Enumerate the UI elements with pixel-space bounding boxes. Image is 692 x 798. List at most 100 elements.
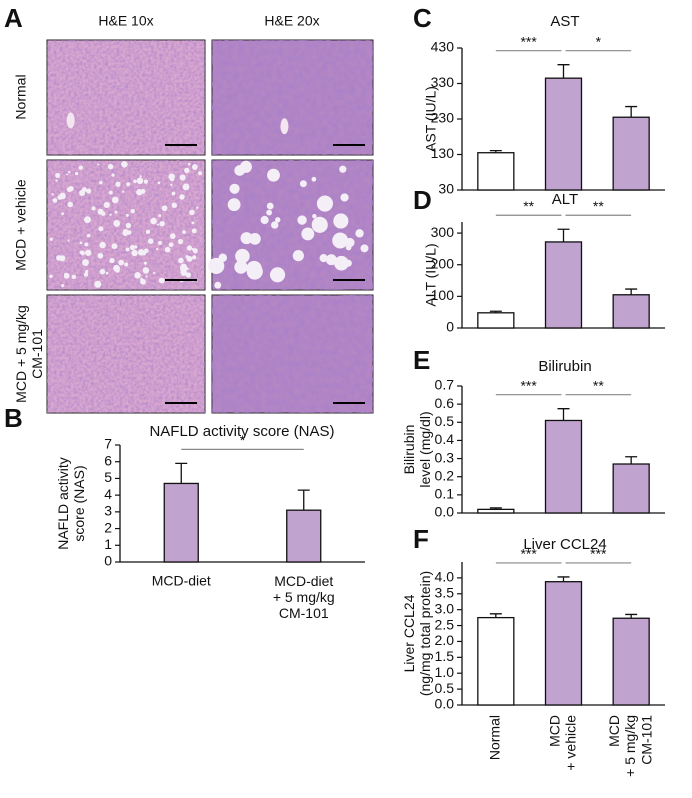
fat-vacuole: [218, 253, 228, 262]
fat-vacuole: [109, 213, 112, 216]
fat-vacuole: [63, 272, 70, 279]
bar: [612, 463, 650, 514]
fat-vacuole: [85, 249, 92, 256]
bar: [477, 312, 515, 329]
fat-vacuole: [229, 183, 240, 194]
fat-vacuole: [61, 212, 65, 216]
y-axis-label: Liver CCL24(ng/mg total protein): [401, 571, 433, 696]
panel-letter: B: [4, 403, 23, 433]
fat-vacuole: [271, 221, 279, 229]
fat-vacuole: [156, 248, 159, 251]
fat-vacuole: [99, 180, 103, 185]
fat-vacuole: [196, 206, 199, 209]
fat-vacuole: [129, 244, 136, 251]
y-tick-label: 5: [104, 469, 112, 485]
fat-vacuole: [99, 268, 106, 275]
y-axis-label: NAFLD activityscore (NAS): [55, 457, 87, 550]
fat-vacuole: [227, 198, 241, 212]
fat-vacuole: [66, 173, 69, 176]
fat-vacuole: [158, 214, 162, 218]
fat-vacuole: [83, 272, 89, 277]
x-tick-label: MCD-diet + 5 mg/kg CM-101: [273, 573, 335, 621]
error-bar: [175, 462, 188, 484]
y-tick-label: 330: [431, 74, 455, 90]
fat-vacuole: [355, 229, 364, 238]
fat-vacuole: [61, 283, 65, 288]
panel-letter: C: [413, 3, 432, 33]
y-tick-label: 0: [446, 319, 454, 335]
fat-vacuole: [185, 267, 189, 271]
fat-vacuole: [79, 250, 84, 254]
fat-vacuole: [134, 271, 141, 279]
x-tick-label: Normal: [487, 715, 503, 760]
column-title: H&E 10x: [98, 13, 153, 29]
error-bar: [625, 105, 638, 118]
fat-vacuole: [187, 162, 191, 166]
panel-letter: D: [413, 185, 432, 215]
fat-vacuole: [122, 230, 129, 237]
y-tick-label: 0.4: [435, 431, 455, 447]
fat-vacuole: [292, 250, 304, 262]
y-tick-label: 0.0: [435, 504, 455, 520]
y-tick-label: 6: [104, 452, 112, 468]
y-tick-label: 0: [104, 553, 112, 569]
fat-vacuole: [297, 215, 307, 225]
fat-vacuole: [143, 248, 149, 254]
fat-vacuole: [171, 191, 176, 196]
fat-vacuole: [299, 180, 307, 188]
y-tick-label: 3.0: [435, 600, 455, 616]
fat-vacuole: [178, 257, 184, 264]
y-tick-label: 1.0: [435, 664, 455, 680]
error-bar: [557, 64, 570, 79]
fat-vacuole: [55, 172, 61, 178]
bar: [477, 152, 515, 191]
fat-vacuole: [99, 241, 106, 249]
fat-vacuole: [145, 275, 148, 278]
fat-vacuole: [260, 215, 269, 225]
bar: [544, 77, 583, 191]
fat-vacuole: [140, 188, 146, 194]
y-tick-label: 3: [104, 503, 112, 519]
fat-vacuole: [94, 280, 102, 288]
fat-vacuole: [339, 165, 347, 173]
error-bar: [625, 456, 638, 465]
fat-vacuole: [74, 171, 79, 176]
panel-letter: F: [413, 524, 429, 554]
fat-vacuole: [177, 238, 184, 245]
significance-label: **: [593, 377, 604, 393]
fat-vacuole: [275, 217, 281, 223]
fat-vacuole: [91, 206, 96, 211]
fat-vacuole: [84, 216, 91, 224]
significance-label: *: [596, 33, 602, 49]
fat-vacuole: [316, 195, 333, 212]
fat-vacuole: [198, 171, 203, 176]
bar: [477, 508, 515, 514]
fat-vacuole: [266, 202, 274, 210]
fat-vacuole: [82, 259, 89, 266]
significance-label: ***: [520, 33, 537, 49]
fat-vacuole: [301, 227, 315, 241]
fat-vacuole: [246, 263, 263, 280]
fat-vacuole: [121, 161, 128, 168]
fat-vacuole: [78, 165, 83, 170]
fat-vacuole: [192, 255, 197, 260]
chart-title: NAFLD activity score (NAS): [149, 423, 334, 440]
fat-vacuole: [111, 243, 118, 250]
fat-vacuole: [143, 261, 148, 265]
fat-vacuole: [114, 210, 118, 214]
fat-vacuole: [108, 190, 113, 195]
fat-vacuole: [340, 193, 349, 202]
bar: [612, 294, 650, 329]
fat-vacuole: [184, 183, 188, 187]
fat-vacuole: [49, 237, 53, 241]
y-tick-label: 30: [438, 181, 454, 197]
fat-vacuole: [240, 232, 253, 245]
significance-label: **: [523, 198, 534, 214]
fat-vacuole: [169, 233, 176, 240]
y-tick-label: 1.5: [435, 648, 455, 664]
bar: [612, 116, 650, 191]
fat-vacuole: [125, 222, 132, 229]
row-label: MCD + vehicle: [13, 179, 29, 271]
bar: [544, 581, 583, 706]
